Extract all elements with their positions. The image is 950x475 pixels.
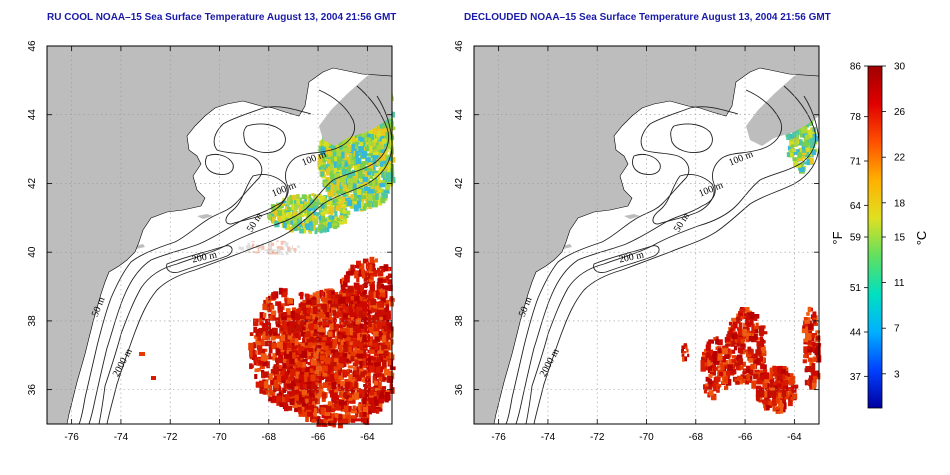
left-panel-title: RU COOL NOAA–15 Sea Surface Temperature … [47, 12, 397, 23]
longitude-tick-label: -64 [360, 432, 375, 443]
latitude-tick-label: 46 [454, 40, 465, 52]
celsius-tick-label: 11 [894, 278, 905, 289]
longitude-tick-label: -76 [64, 432, 79, 443]
celsius-tick-label: 7 [894, 324, 900, 335]
fahrenheit-tick-label: 51 [850, 283, 862, 294]
longitude-tick-label: -70 [212, 432, 227, 443]
longitude-tick-label: -72 [163, 432, 178, 443]
longitude-tick-label: -70 [639, 432, 654, 443]
bathymetry-contours [505, 85, 820, 425]
fahrenheit-tick-label: 71 [850, 157, 862, 168]
latitude-tick-label: 44 [27, 109, 38, 121]
fahrenheit-tick-label: 37 [850, 372, 862, 383]
fahrenheit-tick-label: 44 [850, 328, 862, 339]
latitude-tick-label: 38 [27, 315, 38, 327]
celsius-tick-label: 26 [894, 107, 906, 118]
longitude-tick-label: -66 [311, 432, 326, 443]
contour-label: 200 m [191, 250, 218, 266]
celsius-tick-label: 3 [894, 369, 900, 380]
longitude-tick-label: -74 [541, 432, 556, 443]
sst-field [681, 104, 822, 414]
longitude-tick-label: -74 [114, 432, 129, 443]
latitude-tick-label: 40 [27, 246, 38, 258]
longitude-tick-label: -76 [491, 432, 506, 443]
land-mass [47, 46, 392, 424]
latitude-tick-label: 42 [454, 177, 465, 189]
temperature-colorbar: 30 26 22 18 15 11 7 3 86 78 71 64 59 51 44 37 °F °C [830, 62, 929, 409]
land-mass [474, 46, 819, 424]
latitude-tick-label: 42 [27, 177, 38, 189]
fahrenheit-tick-label: 78 [850, 112, 862, 123]
latitude-tick-label: 46 [27, 40, 38, 52]
celsius-tick-label: 22 [894, 153, 906, 164]
celsius-tick-label: 15 [894, 233, 906, 244]
fahrenheit-tick-label: 59 [850, 233, 862, 244]
latitude-tick-label: 44 [454, 109, 465, 121]
celsius-tick-label: 18 [894, 198, 906, 209]
right-panel-title: DECLOUDED NOAA–15 Sea Surface Temperatur… [464, 12, 831, 23]
longitude-tick-label: -68 [689, 432, 704, 443]
longitude-tick-label: -72 [590, 432, 605, 443]
longitude-tick-label: -64 [787, 432, 802, 443]
bathymetry-contours [78, 85, 393, 425]
latitude-tick-label: 38 [454, 315, 465, 327]
latitude-tick-label: 36 [454, 384, 465, 396]
sst-field [139, 86, 396, 429]
latitude-tick-label: 40 [454, 246, 465, 258]
latitude-tick-label: 36 [27, 384, 38, 396]
longitude-tick-label: -68 [262, 432, 277, 443]
longitude-tick-label: -66 [738, 432, 753, 443]
fahrenheit-unit-label: °F [830, 231, 845, 244]
celsius-tick-label: 30 [894, 62, 906, 73]
celsius-unit-label: °C [914, 231, 929, 246]
fahrenheit-tick-label: 64 [850, 201, 862, 212]
contour-label: 200 m [618, 250, 645, 266]
fahrenheit-tick-label: 86 [850, 62, 862, 73]
